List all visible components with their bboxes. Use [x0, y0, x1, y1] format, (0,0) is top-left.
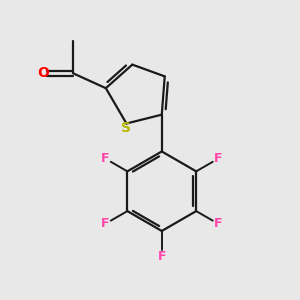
- Text: S: S: [122, 121, 131, 135]
- Text: F: F: [158, 250, 166, 263]
- Text: F: F: [101, 218, 110, 230]
- Text: F: F: [101, 152, 110, 165]
- Text: O: O: [38, 66, 49, 80]
- Text: F: F: [214, 152, 223, 165]
- Text: F: F: [214, 218, 223, 230]
